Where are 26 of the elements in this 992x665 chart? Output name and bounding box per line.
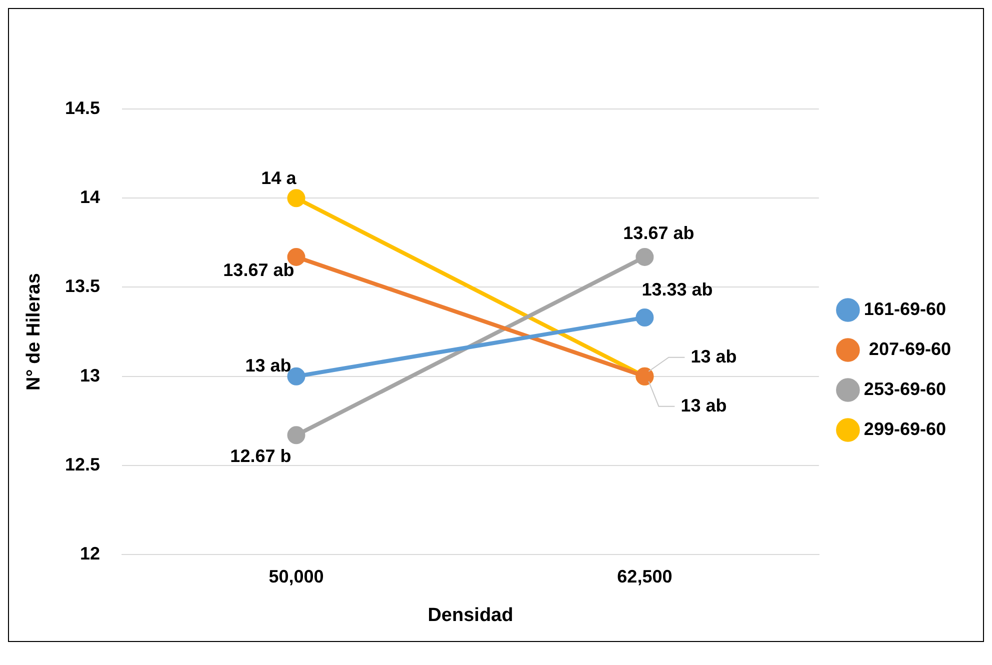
point	[287, 189, 306, 208]
legend-label: 161-69-60	[864, 298, 946, 319]
data-label: 13 ab	[245, 355, 292, 376]
x-tick-label: 62,500	[617, 566, 672, 586]
point	[287, 426, 306, 444]
data-label: 13 ab	[680, 395, 727, 416]
data-label: 13.67 ab	[223, 260, 294, 280]
x-axis-title: Densidad	[428, 604, 514, 626]
y-tick-label: 13	[80, 365, 100, 386]
y-tick-label: 12.5	[64, 454, 100, 474]
y-axis-title: N° de Hileras	[24, 273, 45, 391]
legend-label: 253-69-60	[864, 378, 946, 399]
point	[636, 308, 654, 327]
legend-label: 207-69-60	[864, 338, 952, 359]
x-tick-label: 50,000	[268, 566, 324, 586]
legend-label: 299-69-60	[864, 418, 946, 439]
data-label: 12.67 b	[230, 446, 292, 466]
data-label: 14 a	[261, 168, 298, 188]
y-tick-label: 14.5	[64, 98, 100, 118]
data-label: 13.33 ab	[642, 280, 713, 300]
y-tick-label: 14	[80, 187, 100, 208]
y-tick-label: 12	[80, 544, 100, 564]
data-label: 13.67 ab	[623, 222, 694, 243]
y-tick-label: 13.5	[64, 276, 100, 296]
point	[636, 248, 654, 266]
data-label: 13 ab	[690, 346, 737, 366]
